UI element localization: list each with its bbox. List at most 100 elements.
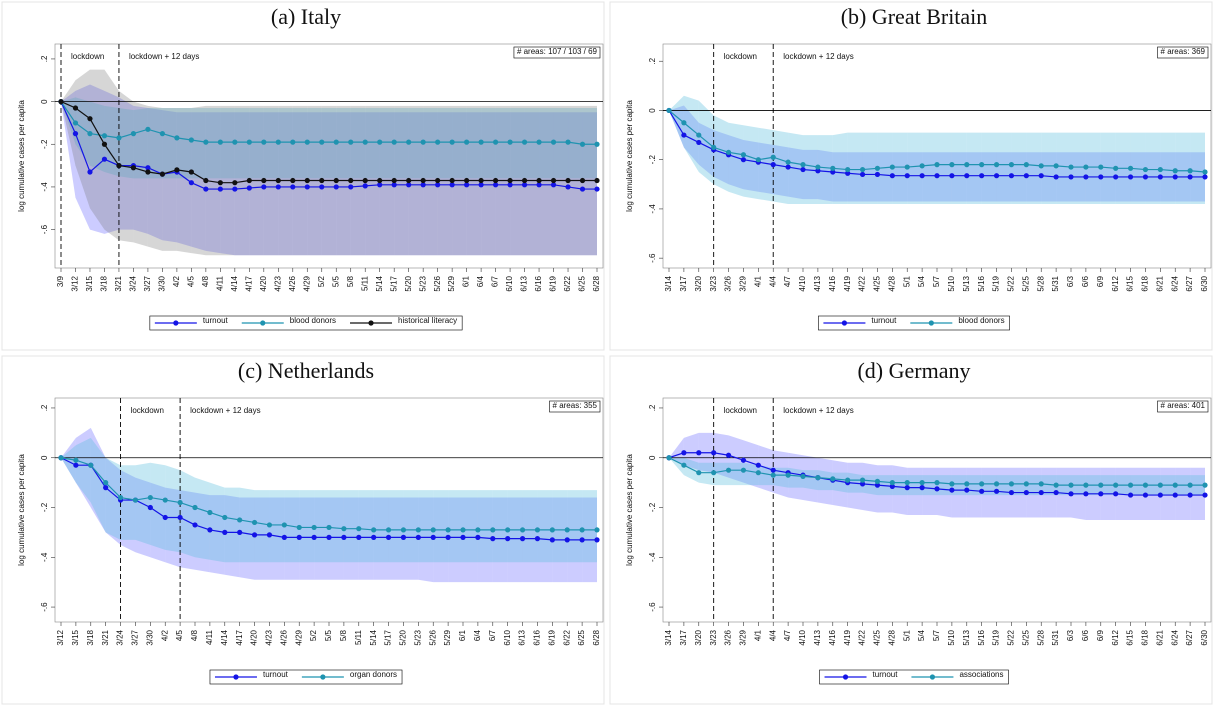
confidence-band [61,445,76,483]
confidence-band [877,475,893,496]
data-point [261,139,267,145]
data-point [377,139,383,145]
data-point [594,527,600,533]
data-point [536,139,542,145]
data-point [217,180,223,186]
data-point [1038,489,1044,496]
confidence-band [278,112,293,256]
confidence-band [90,427,106,533]
data-point [341,534,347,540]
confidence-band [1071,132,1086,204]
legend-marker [842,674,849,680]
data-point [1187,482,1193,488]
confidence-band [743,462,759,486]
data-point [1008,489,1015,496]
x-tick-label: 6/3 [1066,629,1075,641]
data-point [830,476,836,482]
confidence-band [307,108,322,179]
data-point [232,186,238,192]
legend-marker [233,674,239,680]
confidence-band [728,122,744,197]
data-point [326,534,332,540]
x-tick-label: 4/17 [235,629,244,645]
data-point [117,494,124,501]
confidence-band [773,450,789,498]
data-point [420,177,426,184]
confidence-band [403,490,419,563]
confidence-band [408,108,424,179]
data-point [420,182,426,188]
data-point [415,534,421,540]
data-point [275,177,281,184]
x-tick-label: 4/7 [783,629,792,641]
confidence-band [365,112,380,256]
confidence-band [877,465,893,513]
data-point [979,162,985,168]
y-tick-label: 0 [40,455,49,460]
x-tick-label: 4/2 [172,275,181,287]
data-point [519,527,526,533]
data-point [889,480,895,486]
data-point [391,182,397,188]
data-point [949,162,955,168]
data-point [874,482,881,488]
x-tick-label: 4/5 [186,275,195,287]
confidence-band [343,490,359,563]
x-tick-label: 5/1 [902,629,911,641]
data-point [319,177,325,184]
data-point [101,156,108,162]
confidence-band [698,100,714,185]
data-point [1127,165,1134,171]
data-point [478,182,484,188]
data-point [1142,174,1149,180]
data-point [478,177,484,184]
data-point [296,524,302,531]
x-tick-label: 6/28 [592,275,601,291]
plot-frame [54,43,604,269]
legend-box [149,315,463,331]
data-point [1172,174,1178,180]
y-tick-label: -.4 [648,204,657,214]
confidence-band [448,490,463,563]
confidence-band [683,105,699,165]
data-point [579,527,585,533]
confidence-band [463,490,478,563]
confidence-band [165,465,181,553]
data-point [549,537,555,543]
x-tick-label: 3/14 [664,629,673,645]
x-tick-label: 5/2 [317,275,326,287]
data-point [1098,164,1104,170]
confidence-band [996,475,1012,496]
confidence-band [817,470,833,491]
data-point [1187,168,1193,174]
confidence-band [176,108,192,179]
data-point [103,480,109,486]
x-tick-label: 6/21 [1155,275,1164,291]
data-point [549,527,555,533]
x-tick-label: 5/5 [324,629,333,641]
data-point [192,522,198,528]
x-tick-label: 3/12 [71,275,80,291]
confidence-band [937,132,952,204]
confidence-band [466,112,482,256]
data-point [464,177,470,184]
confidence-band [162,110,177,243]
data-point [147,504,153,511]
y-axis-title: log cumulative cases per capita [17,100,26,212]
data-point [1038,481,1044,487]
x-tick-label: 4/25 [873,629,882,645]
confidence-band [1160,132,1176,204]
confidence-band [922,475,937,496]
data-point [415,527,421,533]
confidence-band [481,108,496,179]
x-tick-label: 3/20 [694,629,703,645]
confidence-band [394,108,409,179]
data-point [159,131,166,137]
confidence-band [329,490,344,563]
confidence-band [209,495,225,575]
data-point [333,177,339,184]
x-tick-label: 6/3 [1066,275,1075,287]
confidence-band [788,452,803,501]
data-point [377,182,383,188]
data-point [874,171,881,178]
